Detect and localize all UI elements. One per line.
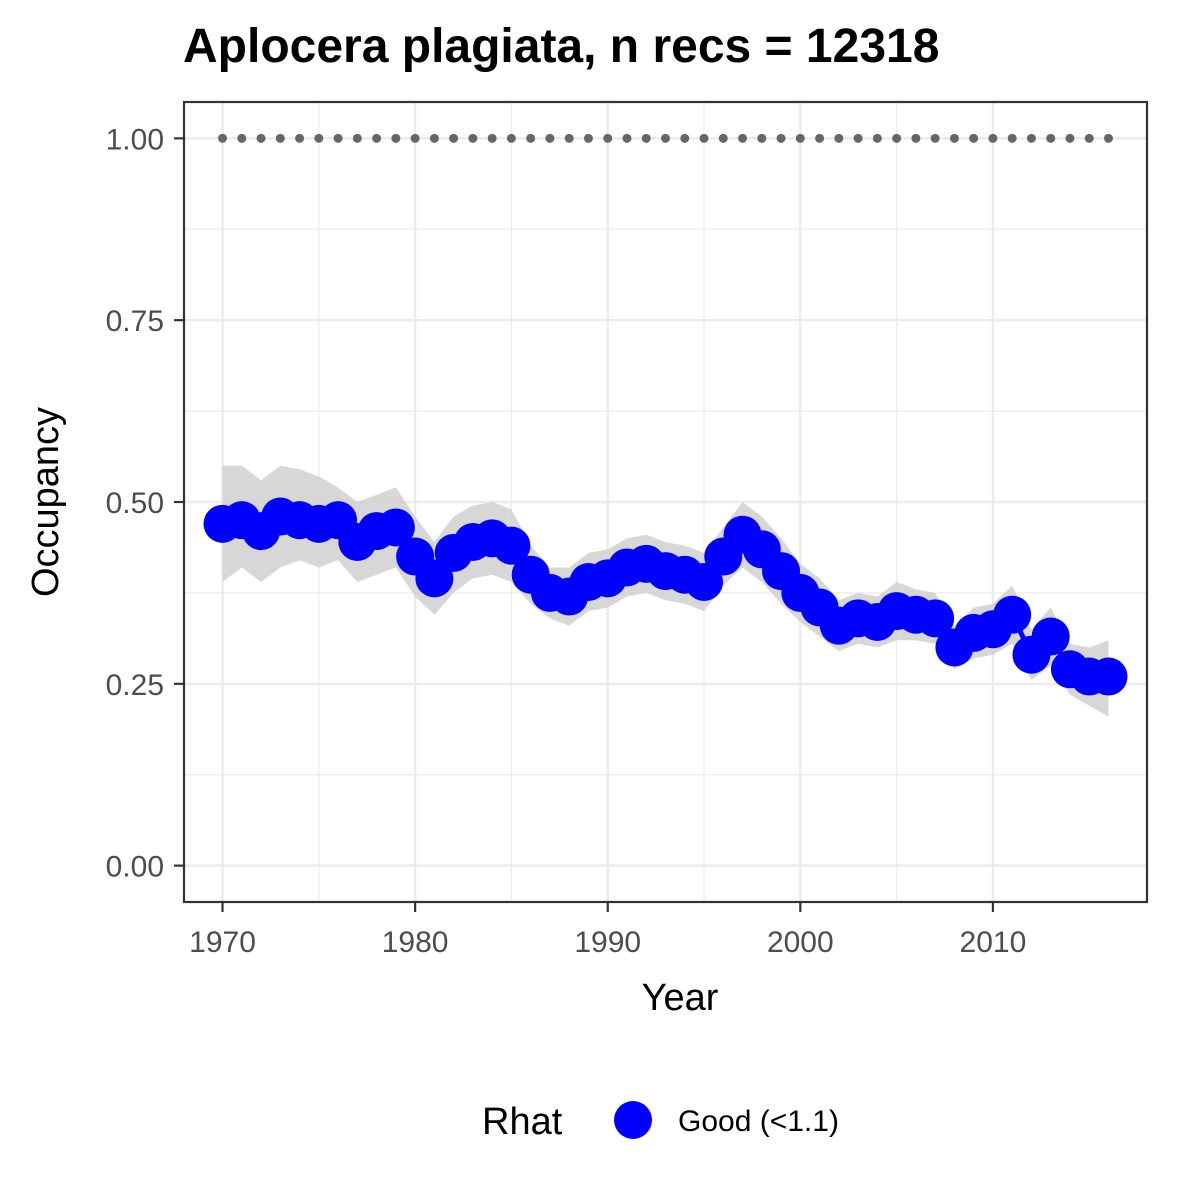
reference-point bbox=[526, 133, 536, 143]
reference-point bbox=[256, 133, 266, 143]
reference-point bbox=[795, 133, 805, 143]
reference-point bbox=[930, 133, 940, 143]
reference-point bbox=[1084, 133, 1094, 143]
reference-point bbox=[468, 133, 478, 143]
x-tick-label: 1980 bbox=[382, 926, 449, 959]
reference-point bbox=[1065, 133, 1075, 143]
credible-interval-ribbon bbox=[222, 465, 1109, 717]
data-point bbox=[1089, 657, 1128, 696]
reference-point bbox=[564, 133, 574, 143]
reference-point bbox=[314, 133, 324, 143]
legend-label-good: Good (<1.1) bbox=[678, 1105, 839, 1138]
reference-point bbox=[487, 133, 497, 143]
x-axis-title: Year bbox=[642, 977, 719, 1019]
ribbon-area bbox=[222, 465, 1109, 717]
occupancy-series bbox=[203, 497, 1128, 696]
reference-point bbox=[641, 133, 651, 143]
y-axis-title: Occupancy bbox=[25, 407, 67, 597]
reference-point bbox=[680, 133, 690, 143]
reference-point bbox=[949, 133, 959, 143]
data-point bbox=[916, 599, 955, 638]
legend-key-good bbox=[614, 1101, 652, 1139]
reference-line-dotted bbox=[218, 133, 1113, 143]
y-tick-label: 0.25 bbox=[106, 669, 164, 702]
reference-point bbox=[1007, 133, 1017, 143]
reference-point bbox=[892, 133, 902, 143]
reference-point bbox=[1046, 133, 1056, 143]
reference-point bbox=[372, 133, 382, 143]
reference-point bbox=[776, 133, 786, 143]
reference-point bbox=[275, 133, 285, 143]
data-point bbox=[1031, 617, 1070, 656]
x-tick-label: 2000 bbox=[767, 926, 834, 959]
reference-point bbox=[352, 133, 362, 143]
grid-lines bbox=[184, 102, 1147, 902]
y-tick-label: 0.75 bbox=[106, 305, 164, 338]
reference-point bbox=[988, 133, 998, 143]
x-tick-label: 2010 bbox=[960, 926, 1027, 959]
y-tick-label: 1.00 bbox=[106, 123, 164, 156]
reference-point bbox=[718, 133, 728, 143]
reference-point bbox=[1026, 133, 1036, 143]
reference-point bbox=[583, 133, 593, 143]
reference-point bbox=[872, 133, 882, 143]
data-point bbox=[376, 508, 415, 547]
reference-point bbox=[295, 133, 305, 143]
reference-point bbox=[333, 133, 343, 143]
reference-point bbox=[545, 133, 555, 143]
reference-point bbox=[603, 133, 613, 143]
reference-point bbox=[1103, 133, 1113, 143]
reference-point bbox=[622, 133, 632, 143]
data-point bbox=[492, 526, 531, 565]
reference-point bbox=[429, 133, 439, 143]
x-tick-label: 1990 bbox=[574, 926, 641, 959]
reference-point bbox=[969, 133, 979, 143]
reference-point bbox=[218, 133, 228, 143]
reference-point bbox=[834, 133, 844, 143]
reference-point bbox=[815, 133, 825, 143]
reference-point bbox=[699, 133, 709, 143]
legend-title: Rhat bbox=[482, 1101, 563, 1143]
chart-title: Aplocera plagiata, n recs = 12318 bbox=[183, 20, 939, 73]
y-tick-label: 0.50 bbox=[106, 487, 164, 520]
reference-point bbox=[757, 133, 767, 143]
y-tick-label: 0.00 bbox=[106, 851, 164, 884]
data-point bbox=[993, 595, 1032, 634]
reference-point bbox=[911, 133, 921, 143]
axes: 1970 1980 1990 2000 2010 0.00 0.25 0.50 0.75 1.00 bbox=[106, 123, 1027, 959]
reference-point bbox=[738, 133, 748, 143]
reference-point bbox=[661, 133, 670, 143]
reference-point bbox=[237, 133, 247, 143]
x-tick-label: 1970 bbox=[189, 926, 256, 959]
reference-point bbox=[449, 133, 459, 143]
reference-point bbox=[410, 133, 420, 143]
reference-point bbox=[853, 133, 863, 143]
legend: Rhat Good (<1.1) bbox=[482, 1101, 839, 1143]
reference-point bbox=[506, 133, 516, 143]
reference-point bbox=[391, 133, 401, 143]
